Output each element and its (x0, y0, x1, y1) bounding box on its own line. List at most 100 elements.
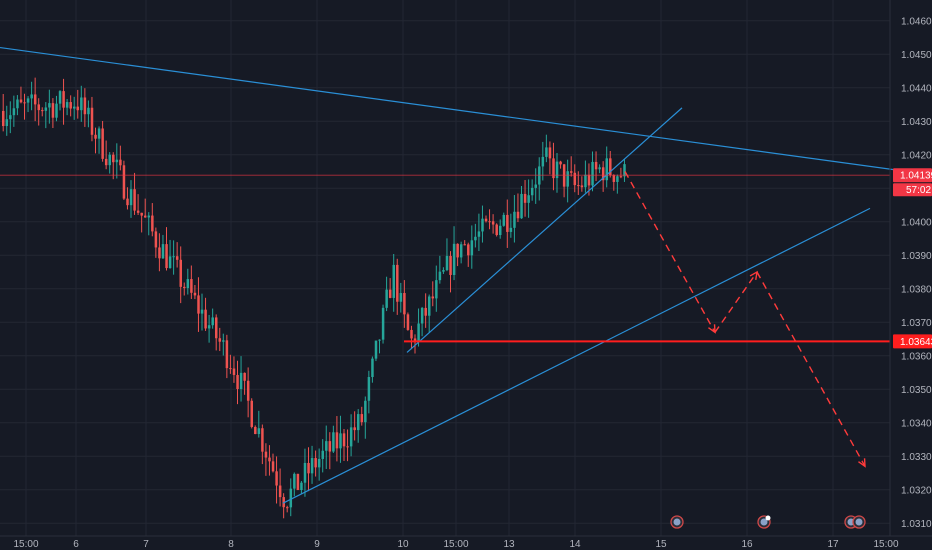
candle-body (58, 91, 62, 104)
time-tick-label: 7 (143, 539, 149, 550)
event-markers[interactable] (670, 515, 866, 529)
candle-body (612, 175, 616, 182)
candle-body (172, 256, 175, 258)
candle-body (509, 227, 513, 232)
time-axis[interactable]: 15:00 6 7 8 9 10 15:00 13 14 15 16 17 15:00 (13, 539, 898, 550)
candle-body (445, 255, 449, 271)
projection-segment (624, 171, 716, 333)
support-price-badge (893, 334, 932, 349)
last-price-badge (893, 168, 932, 183)
price-tick-label: 1.03200 (901, 485, 932, 496)
candle-body (491, 221, 495, 225)
candle-body (601, 167, 605, 181)
candle-body (428, 296, 431, 316)
candle-body (346, 446, 349, 448)
candle-body (357, 414, 360, 431)
candle-body (236, 374, 239, 390)
candle-body (381, 307, 385, 340)
projection-segment (756, 271, 866, 467)
trendline-2[interactable] (282, 207, 871, 504)
candle-body (154, 231, 158, 248)
candles (2, 77, 626, 519)
candle-body (268, 457, 271, 462)
candle-body (186, 279, 190, 289)
candle-body (467, 244, 470, 256)
candle-body (580, 185, 584, 188)
candle-body (303, 462, 307, 483)
candle-body (204, 309, 207, 329)
price-tick-label: 1.03600 (901, 351, 932, 362)
candle-body (410, 329, 413, 339)
event-marker-dot-icon (765, 515, 771, 521)
candle-body (477, 231, 481, 237)
candle-body (435, 280, 438, 299)
candle-body (328, 441, 332, 452)
candle-body (229, 368, 232, 370)
price-tick-label: 1.03900 (901, 251, 932, 262)
support-price-value: 1.03643 (900, 337, 932, 348)
trendline-3[interactable] (406, 107, 683, 353)
candle-body (484, 218, 488, 222)
candle-body (332, 432, 335, 452)
candle-body (94, 134, 97, 139)
candle-body (548, 147, 552, 159)
time-tick-label: 6 (73, 539, 79, 550)
candle-body (605, 158, 608, 181)
candle-body (300, 482, 303, 491)
candle-body (339, 433, 342, 449)
candle-body (275, 471, 278, 486)
candle-body (378, 339, 381, 341)
candle-body (222, 340, 225, 342)
candle-body (506, 214, 509, 232)
candle-body (261, 428, 264, 452)
candle-body (396, 264, 399, 302)
candle-body (19, 99, 23, 103)
candle-body (523, 193, 527, 203)
candle-body (388, 289, 392, 298)
candle-body (151, 215, 154, 232)
candle-body (112, 154, 115, 163)
candle-body (385, 289, 388, 308)
candle-body (399, 293, 403, 302)
candle-body (289, 488, 293, 508)
candle-body (165, 244, 168, 269)
candle-body (516, 211, 520, 219)
candle-body (144, 215, 147, 218)
candle-body (278, 485, 282, 498)
price-tick-label: 1.03300 (901, 452, 932, 463)
candle-body (420, 307, 424, 324)
candle-body (392, 264, 395, 298)
candle-body (364, 400, 367, 423)
candle-body (197, 295, 200, 314)
price-tick-label: 1.03700 (901, 318, 932, 329)
candle-body (584, 174, 587, 188)
candle-body (335, 432, 339, 449)
time-tick-label: 10 (397, 539, 409, 550)
candle-body (83, 97, 87, 115)
price-tick-label: 1.03800 (901, 284, 932, 295)
projection-arrowhead (858, 458, 866, 468)
candle-body (175, 256, 179, 260)
event-marker-icon[interactable] (670, 515, 684, 529)
candle-body (570, 171, 573, 173)
candle-body (168, 256, 172, 269)
candle-body (555, 161, 559, 179)
candle-body (513, 211, 516, 228)
candle-body (158, 247, 161, 259)
candle-body (449, 255, 452, 275)
candle-body (552, 158, 555, 179)
last-price-value: 1.04139 (900, 171, 932, 182)
event-marker-icon[interactable] (852, 515, 866, 529)
candle-body (459, 244, 463, 258)
candle-body (87, 107, 90, 115)
candle-body (342, 433, 346, 447)
candle-body (183, 286, 186, 289)
candle-body (215, 317, 218, 339)
candle-body (286, 507, 289, 509)
candle-body (424, 307, 427, 316)
candle-body (541, 156, 545, 167)
candle-body (293, 473, 296, 489)
trendline-1[interactable] (0, 46, 932, 176)
